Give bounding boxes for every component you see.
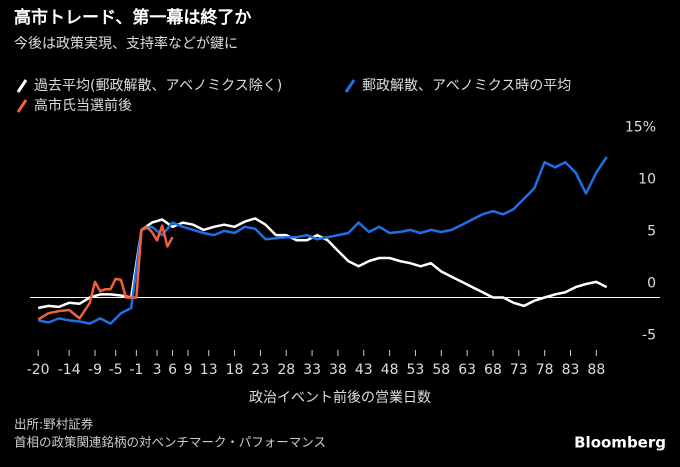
legend-label: 郵政解散、アベノミクス時の平均	[362, 78, 571, 94]
x-tick-label: 63	[458, 362, 476, 378]
x-tick-label: 48	[381, 362, 399, 378]
y-tick-label: 0	[647, 276, 656, 292]
x-tick-label: 43	[355, 362, 373, 378]
x-tick-label: 38	[329, 362, 347, 378]
legend-label: 過去平均(郵政解散、アベノミクス除く)	[34, 78, 282, 94]
legend-label: 高市氏当選前後	[34, 97, 132, 114]
x-axis-title: 政治イベント前後の営業日数	[249, 389, 431, 406]
x-tick-label: 18	[226, 362, 244, 378]
x-tick-label: 6	[168, 362, 177, 378]
legend-swatch	[16, 99, 28, 113]
x-tick-label: -9	[88, 362, 102, 378]
x-tick-label: 28	[277, 362, 295, 378]
y-tick-label: 5	[647, 224, 656, 240]
x-tick-label: 33	[303, 362, 321, 378]
x-tick-label: 58	[432, 362, 450, 378]
x-tick-label: -14	[58, 362, 81, 378]
brand: Bloomberg	[574, 434, 666, 452]
x-tick-label: 13	[200, 362, 218, 378]
x-tick-label: 9	[184, 362, 193, 378]
legend-swatch	[344, 79, 356, 93]
y-tick-label: 15%	[625, 119, 656, 135]
series-line	[37, 224, 174, 321]
y-tick-label: 10	[638, 171, 656, 187]
x-tick-label: 73	[510, 362, 528, 378]
series-line	[37, 156, 608, 325]
x-tick-label: 3	[153, 362, 162, 378]
x-tick-label: 83	[562, 362, 580, 378]
x-tick-label: 68	[484, 362, 502, 378]
x-tick-label: 88	[587, 362, 605, 378]
x-tick-label: 53	[407, 362, 425, 378]
y-tick-label: -5	[642, 328, 656, 344]
x-tick-label: 78	[536, 362, 554, 378]
x-tick-label: -1	[129, 362, 143, 378]
x-tick-label: -5	[109, 362, 123, 378]
x-tick-label: 23	[251, 362, 269, 378]
series-line	[37, 217, 608, 310]
x-tick-label: -20	[27, 362, 50, 378]
chart-title: 高市トレード、第一幕は終了か	[14, 7, 251, 28]
legend-swatch	[16, 79, 28, 93]
chart-subtitle: 今後は政策実現、支持率などが鍵に	[14, 35, 238, 52]
note: 首相の政策関連銘柄の対ベンチマーク・パフォーマンス	[14, 435, 326, 450]
source: 出所:野村証券	[14, 417, 94, 432]
